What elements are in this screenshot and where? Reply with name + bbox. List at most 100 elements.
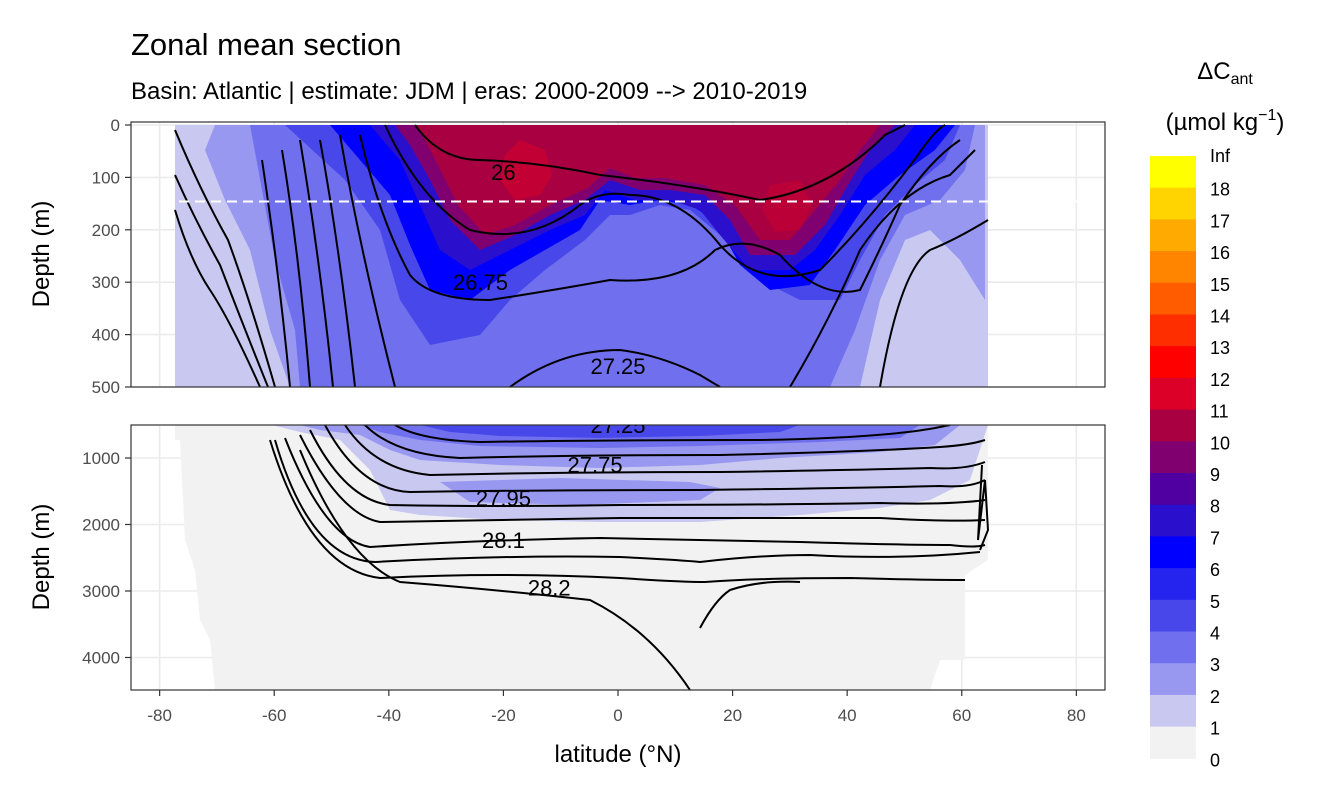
isopycnal-label: 26: [491, 160, 515, 185]
y-tick-label: 2000: [82, 516, 120, 535]
upper-band-11b: [762, 180, 812, 232]
legend-bin-label: 4: [1210, 624, 1220, 644]
y-tick-label: 200: [92, 221, 120, 240]
y-axis-label-lower: Depth (m): [28, 504, 55, 611]
x-axis-label: latitude (°N): [555, 741, 682, 768]
legend-bin-label: 11: [1210, 402, 1229, 422]
legend-color-bin: [1150, 187, 1196, 220]
isopycnal-line: [364, 425, 986, 460]
legend-bin-label: 0: [1210, 750, 1220, 770]
lower-panel-isopycnals: [269, 425, 990, 690]
legend-units-end: ): [1276, 109, 1284, 136]
isopycnal-label: 27.95: [476, 486, 531, 511]
isopycnal-line: [359, 134, 961, 302]
x-tick-label: 60: [952, 706, 971, 725]
x-tick-label: 0: [613, 706, 622, 725]
legend-units: (µmol kg−1): [1166, 107, 1285, 136]
y-axis-label-upper: Depth (m): [28, 201, 55, 308]
legend-color-bin: [1150, 377, 1196, 411]
legend-color-bin: [1150, 156, 1196, 189]
legend-color-bin: [1150, 599, 1196, 632]
x-tick-label: 80: [1067, 706, 1086, 725]
y-tick-label: 0: [111, 116, 120, 135]
legend-bin-label: 9: [1210, 465, 1220, 485]
isopycnal-line: [324, 425, 986, 494]
isopycnal-line: [299, 434, 986, 524]
legend-bin-label: 7: [1210, 528, 1220, 548]
isopycnal-label: 27.25: [590, 354, 645, 379]
x-tick-label: -60: [262, 706, 287, 725]
x-tick-label: -20: [491, 706, 516, 725]
legend-bin-label: 16: [1210, 243, 1230, 263]
isopycnal-line: [699, 580, 801, 629]
legend-title-main: ΔC: [1197, 58, 1230, 85]
isopycnal-line: [319, 139, 989, 387]
legend-color-bin: [1150, 504, 1196, 537]
x-tick-label: 40: [838, 706, 857, 725]
x-tick-label: -40: [377, 706, 402, 725]
chart-title: Zonal mean section: [131, 27, 402, 62]
legend-color-bin: [1150, 409, 1196, 442]
isopycnal-line: [174, 149, 311, 387]
y-tick-label: 500: [92, 378, 120, 397]
legend-units-sup: −1: [1258, 107, 1276, 124]
legend-bin-label: 18: [1210, 180, 1230, 200]
chart-subtitle: Basin: Atlantic | estimate: JDM | eras: …: [131, 78, 807, 105]
legend-bin-label: 12: [1210, 370, 1230, 390]
isopycnal-line: [174, 129, 291, 387]
legend-bin-label: 2: [1210, 687, 1220, 707]
legend-bin-label: 14: [1210, 307, 1230, 327]
isopycnal-label: 28.1: [482, 528, 525, 553]
isopycnal-label: 28.2: [528, 576, 571, 601]
upper-band-11: [500, 140, 552, 200]
isopycnal-line: [284, 437, 986, 549]
isopycnal-line: [414, 124, 906, 202]
legend-color-bin: [1150, 314, 1196, 347]
legend-bin-label: 6: [1210, 560, 1220, 580]
isopycnal-line: [299, 449, 691, 690]
y-tick-label: 1000: [82, 449, 120, 468]
upper-panel-isopycnals: [174, 124, 989, 387]
legend-color-bin: [1150, 631, 1196, 664]
legend-bin-label: 3: [1210, 655, 1220, 675]
legend-units-main: (µmol kg: [1166, 109, 1259, 136]
legend-color-bin: [1150, 568, 1196, 601]
isopycnal-line: [344, 425, 986, 477]
legend-bin-label: 10: [1210, 433, 1230, 453]
upper-y-ticks: 0 100 200 300 400 500: [92, 116, 131, 397]
isopycnal-line: [174, 139, 334, 387]
lower-band-2b: [440, 478, 720, 505]
legend-color-bin: [1150, 219, 1196, 252]
legend-color-bin: [1150, 726, 1196, 759]
legend-title: ΔCant: [1197, 58, 1253, 88]
isopycnal-line: [269, 439, 966, 584]
isopycnal-label: 27.75: [568, 453, 623, 478]
legend-bin-label: Inf: [1210, 146, 1231, 166]
lower-panel-fill: [175, 425, 988, 690]
isopycnal-line: [394, 425, 951, 444]
lower-y-ticks: 1000 2000 3000 4000: [82, 449, 131, 668]
isopycnal-line: [309, 429, 986, 507]
lower-panel: 1000 2000 3000 4000: [82, 424, 1106, 691]
lower-band-5: [420, 425, 800, 438]
isopycnal-labels: 26 26.75 27.25 27.25 27.75 27.95 28.128.2: [453, 160, 646, 601]
legend-color-bin: [1150, 251, 1196, 284]
legend: ΔCant (µmol kg−1) Inf1817161514131211109…: [1150, 58, 1284, 770]
legend-bin-label: 1: [1210, 719, 1220, 739]
y-tick-label: 100: [92, 168, 120, 187]
legend-color-bin: [1150, 282, 1196, 315]
upper-panel-border: [130, 121, 1106, 388]
isopycnal-line: [274, 439, 981, 564]
legend-bin-label: 5: [1210, 592, 1220, 612]
legend-color-bin: [1150, 441, 1196, 474]
x-axis-ticks: -80 -60 -40 -20 0 20 40 60 80: [147, 690, 1086, 725]
upper-panel: 0 100 200 300 400 500: [92, 116, 1106, 397]
legend-color-bin: [1150, 346, 1196, 379]
isopycnal-label: 27.25: [590, 413, 645, 438]
legend-bin-label: 13: [1210, 338, 1230, 358]
isopycnal-line: [339, 134, 976, 387]
y-tick-label: 3000: [82, 582, 120, 601]
legend-bin-label: 15: [1210, 275, 1230, 295]
